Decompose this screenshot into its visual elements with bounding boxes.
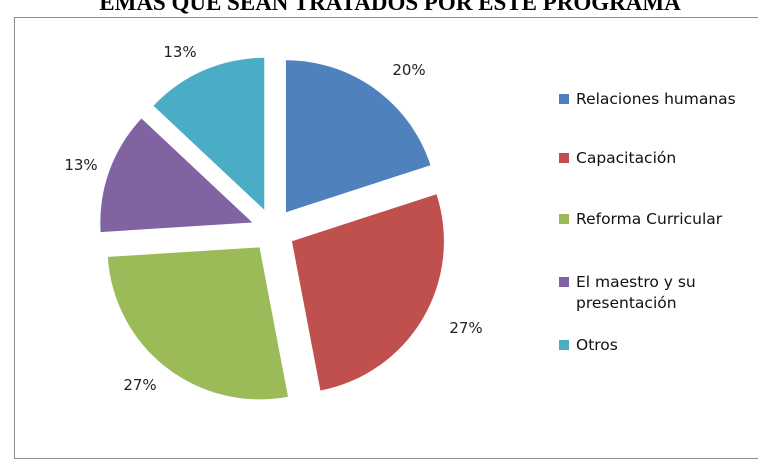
- pie-slice-5: [153, 57, 265, 210]
- data-label-4: 13%: [64, 156, 97, 174]
- chart-title: EMAS QUE SEAN TRATADOS POR ESTE PROGRAMA: [99, 0, 681, 15]
- data-label-3: 27%: [123, 376, 156, 394]
- legend-label: Capacitación: [576, 149, 676, 167]
- legend-item-2: Capacitación: [559, 149, 676, 167]
- legend-label: Relaciones humanas: [576, 90, 736, 108]
- data-labels: 20% 27% 27% 13% 13%: [64, 43, 482, 394]
- legend-label: Reforma Curricular: [576, 210, 723, 228]
- legend-label: El maestro y su: [576, 273, 696, 291]
- legend-item-5: Otros: [559, 336, 618, 354]
- legend-swatch: [559, 153, 569, 163]
- legend: Relaciones humanas Capacitación Reforma Cu…: [559, 90, 736, 354]
- legend-swatch: [559, 94, 569, 104]
- data-label-1: 20%: [392, 61, 425, 79]
- legend-swatch: [559, 277, 569, 287]
- data-label-5: 13%: [163, 43, 196, 61]
- legend-label: presentación: [576, 294, 677, 312]
- legend-item-1: Relaciones humanas: [559, 90, 736, 108]
- data-label-2: 27%: [449, 319, 482, 337]
- pie-slices: [100, 57, 444, 400]
- pie-slice-3: [107, 247, 288, 400]
- pie-slice-2: [291, 194, 444, 391]
- pie-chart: 20% 27% 27% 13% 13% Relaciones humanas Capaci…: [64, 43, 736, 400]
- legend-label: Otros: [576, 336, 618, 354]
- legend-item-3: Reforma Curricular: [559, 210, 723, 228]
- legend-item-4: El maestro y su presentación: [559, 273, 696, 312]
- legend-swatch: [559, 214, 569, 224]
- pie-slice-4: [100, 118, 253, 233]
- legend-swatch: [559, 340, 569, 350]
- pie-slice-1: [285, 60, 431, 213]
